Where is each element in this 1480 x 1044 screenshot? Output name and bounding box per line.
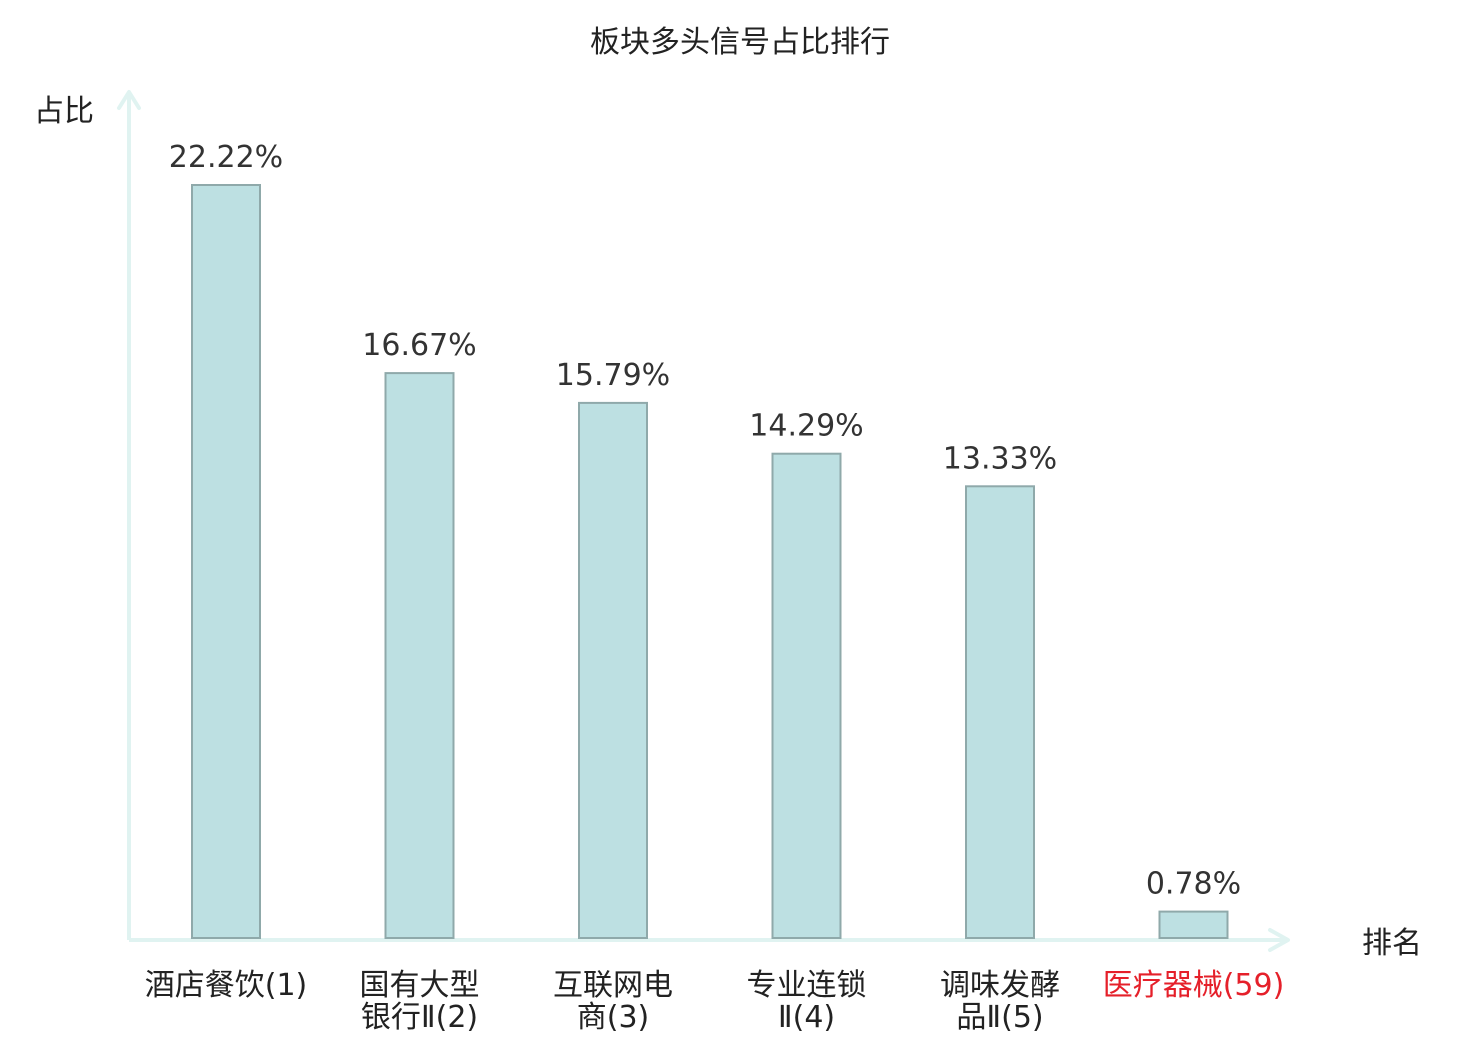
category-label-3-line-2: 商(3) <box>577 1000 650 1035</box>
value-labels-layer: 22.22% 16.67% 15.79% 14.29% 13.33% 0.78% <box>169 140 1241 902</box>
bar-3 <box>578 401 648 939</box>
bar-value-label-5: 13.33% <box>943 441 1057 476</box>
bar-value-label-4: 14.29% <box>749 409 863 444</box>
bar-6 <box>1158 910 1229 939</box>
bar-value-label-6: 0.78% <box>1146 867 1241 902</box>
y-axis-arrow <box>117 90 141 110</box>
bar-5 <box>965 485 1035 939</box>
category-label-3-line-1: 互联网电 <box>553 968 673 1003</box>
x-axis-arrow <box>1268 928 1290 952</box>
category-label-1-line-1: 酒店餐饮(1) <box>145 968 308 1003</box>
x-axis <box>129 928 1290 952</box>
bar-value-label-2: 16.67% <box>362 328 476 363</box>
category-label-2-line-1: 国有大型 <box>360 968 480 1003</box>
bars-layer <box>191 184 1229 940</box>
category-label-4-line-1: 专业连锁 <box>747 968 867 1003</box>
y-axis-label: 占比 <box>34 94 94 129</box>
y-axis <box>117 90 141 940</box>
chart-title: 板块多头信号占比排行 <box>590 25 890 60</box>
category-label-6-line-1: 医疗器械(59) <box>1103 968 1285 1003</box>
bar-1 <box>191 184 261 939</box>
x-axis-label: 排名 <box>1362 926 1422 961</box>
bar-2 <box>384 372 455 940</box>
bar-value-label-1: 22.22% <box>169 140 283 175</box>
category-label-5-line-2: 品Ⅱ(5) <box>956 1000 1043 1035</box>
category-label-2-line-2: 银行Ⅱ(2) <box>361 1000 478 1035</box>
bar-value-label-3: 15.79% <box>556 358 670 393</box>
category-label-4-line-2: Ⅱ(4) <box>778 1000 835 1035</box>
bar-4 <box>771 452 842 939</box>
category-label-5-line-1: 调味发酵 <box>940 968 1060 1003</box>
